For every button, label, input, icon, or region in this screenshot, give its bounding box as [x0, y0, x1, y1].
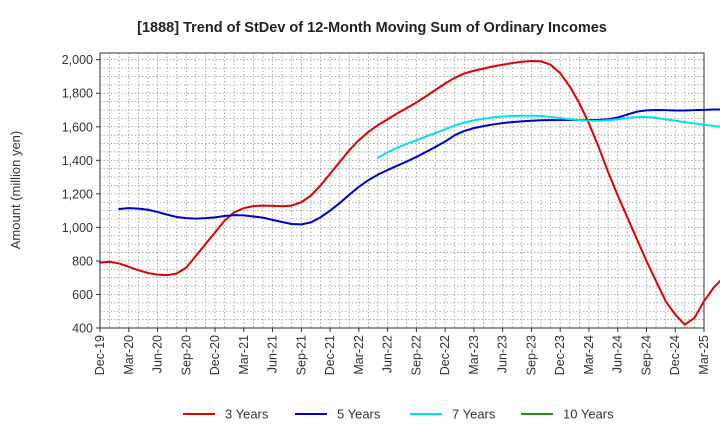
x-tick-label: Sep-23	[524, 335, 538, 375]
y-tick-label: 1,600	[62, 120, 93, 134]
x-tick-label: Jun-21	[266, 335, 280, 373]
x-tick-label: Mar-23	[467, 335, 481, 375]
grid-layer	[100, 53, 704, 328]
x-tick-label: Sep-20	[179, 335, 193, 375]
x-tick-label: Jun-20	[151, 335, 165, 373]
series-line-3-years	[99, 60, 720, 326]
y-tick-label: 1,200	[62, 187, 93, 201]
x-tick-label: Dec-20	[208, 335, 222, 375]
x-tick-label: Sep-24	[639, 335, 653, 375]
y-tick-label: 1,000	[62, 221, 93, 235]
legend-label-3-years: 3 Years	[225, 407, 269, 422]
y-tick-label: 600	[72, 288, 93, 302]
legend-label-10-years: 10 Years	[563, 407, 614, 422]
x-tick-label: Dec-21	[323, 335, 337, 375]
x-tick-label: Mar-22	[352, 335, 366, 375]
x-tick-label: Dec-24	[668, 335, 682, 375]
plot-frame	[99, 52, 705, 329]
series-line-5-years	[118, 108, 720, 226]
x-tick-label: Sep-22	[409, 335, 423, 375]
y-tick-label: 800	[72, 254, 93, 268]
y-tick-label: 1,800	[62, 87, 93, 101]
y-axis-label: Amount (million yen)	[8, 131, 23, 250]
x-tick-label: Dec-23	[553, 335, 567, 375]
x-tick-label: Mar-24	[582, 335, 596, 375]
y-tick-label: 1,400	[62, 154, 93, 168]
legend-label-7-years: 7 Years	[452, 407, 496, 422]
chart-title: [1888] Trend of StDev of 12-Month Moving…	[137, 20, 607, 36]
x-tick-label: Jun-22	[381, 335, 395, 373]
x-tick-label: Dec-22	[438, 335, 452, 375]
y-tick-label: 400	[72, 322, 93, 336]
y-tick-label: 2,000	[62, 53, 93, 67]
series-line-7-years	[377, 114, 720, 159]
x-tick-label: Jun-23	[496, 335, 510, 373]
x-tick-label: Mar-20	[122, 335, 136, 375]
legend: 3 Years 5 Years 7 Years 10 Years	[183, 407, 614, 422]
series-layer	[99, 60, 720, 326]
axis-layer: 400 600 800 1,000 1,200 1,400 1,600 1,800 2,000 D…	[62, 53, 711, 375]
x-tick-label: Mar-21	[237, 335, 251, 375]
x-tick-label: Jun-24	[611, 335, 625, 373]
x-tick-label: Mar-25	[697, 335, 711, 375]
x-tick-label: Sep-21	[294, 335, 308, 375]
legend-label-5-years: 5 Years	[337, 407, 381, 422]
x-tick-label: Dec-19	[93, 335, 107, 375]
